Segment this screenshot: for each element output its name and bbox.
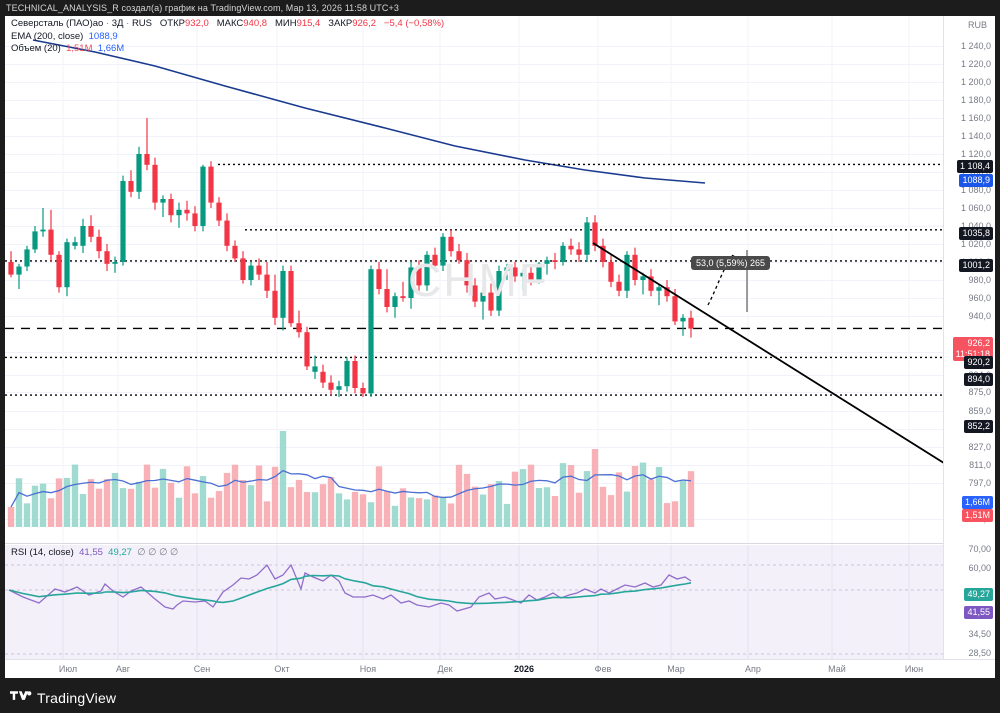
legend-open-value: 932,0 — [185, 18, 209, 29]
rsi-tick-label: 34,50 — [968, 629, 991, 639]
legend-volume-value2: 1,66M — [97, 43, 125, 54]
price-tick-label: 1 240,0 — [960, 41, 991, 51]
price-pane[interactable]: CHMF — [5, 16, 943, 543]
rsi-legend-label[interactable]: RSI (14, close) — [11, 547, 74, 558]
legend-close-value: 926,2 — [352, 18, 376, 29]
rsi-badge[interactable]: 41,55 — [964, 606, 993, 619]
legend-close-label: ЗАКР — [328, 18, 353, 29]
price-badge[interactable]: 852,2 — [964, 420, 993, 433]
price-tick-label: 1 180,0 — [960, 95, 991, 105]
rsi-tick-label: 60,00 — [968, 563, 991, 573]
tradingview-mark-icon — [10, 691, 32, 705]
time-tick-label: Фев — [594, 664, 612, 674]
price-badge[interactable]: 920,2 — [964, 356, 993, 369]
measure-tooltip[interactable]: 53,0 (5,59%) 265 — [691, 256, 771, 270]
price-tick-label: 811,0 — [969, 460, 991, 470]
price-tick-label: 1 140,0 — [960, 131, 991, 141]
time-tick-label: Сен — [193, 664, 211, 674]
chart-frame: CHMF Северсталь (ПАО)ао · 3Д · RUS ОТКР9… — [5, 16, 995, 678]
legend-ema-value: 1088,9 — [88, 30, 118, 42]
rsi-badge[interactable]: 49,27 — [964, 588, 993, 601]
legend-exchange: RUS — [131, 18, 152, 29]
rsi-tick-label: 70,00 — [968, 544, 991, 554]
price-badge[interactable]: 1001,2 — [959, 259, 993, 272]
price-badge[interactable]: 1,66M — [961, 496, 993, 509]
rsi-tick-label: 28,50 — [968, 648, 991, 658]
rsi-plot — [5, 545, 943, 659]
price-tick-label: 859,0 — [968, 406, 991, 416]
price-tick-label: 875,0 — [968, 387, 991, 397]
price-tick-label: 1 080,0 — [960, 185, 991, 195]
time-tick-label: Ноя — [359, 664, 377, 674]
price-tick-label: 1 160,0 — [960, 113, 991, 123]
legend-ema-label[interactable]: EMA (200, close) — [11, 30, 84, 42]
price-tick-label: 827,0 — [968, 442, 991, 452]
price-tick-label: 1 120,0 — [960, 149, 991, 159]
price-plot — [5, 16, 943, 543]
price-badge[interactable]: 1,51M — [961, 509, 993, 522]
time-tick-label: Май — [828, 664, 846, 674]
time-tick-label: Июл — [58, 664, 78, 674]
price-badge[interactable]: 1088,9 — [959, 174, 993, 187]
symbol-watermark: CHMF — [408, 254, 549, 306]
time-tick-label: 2026 — [513, 664, 535, 674]
chart-legend: Северсталь (ПАО)ао · 3Д · RUS ОТКР932,0 … — [11, 18, 444, 56]
legend-sep-1: · — [105, 18, 110, 29]
legend-high-label: МАКС — [216, 18, 244, 29]
price-badge[interactable]: 894,0 — [964, 373, 993, 386]
time-axis[interactable]: Июл Авг Сен Окт Ноя Дек 2026 Фев Мар Апр Май Июн — [5, 659, 995, 678]
tradingview-wordmark: TradingView — [37, 690, 117, 706]
attribution-bar: TECHNICAL_ANALYSIS_R создал(а) график на… — [0, 0, 1000, 16]
price-tick-label: 1 220,0 — [960, 59, 991, 69]
tradingview-logo[interactable]: TradingView — [10, 690, 116, 706]
time-tick-label: Окт — [274, 664, 290, 674]
price-tick-label: 1 040,0 — [960, 221, 991, 231]
price-axis[interactable]: RUB 1 240,0 1 220,0 1 200,0 1 180,0 1 160,0 1… — [943, 16, 995, 659]
pane-separator[interactable] — [5, 543, 943, 544]
legend-sep-2: · — [126, 18, 130, 29]
rsi-legend-ma-value: 49,27 — [108, 547, 132, 558]
price-tick-label: 1 020,0 — [960, 239, 991, 249]
time-tick-label: Апр — [745, 664, 761, 674]
legend-change: −5,4 (−0,58%) — [383, 18, 445, 29]
time-tick-label: Июн — [904, 664, 924, 674]
legend-row-ema: EMA (200, close) 1088,9 — [11, 31, 444, 44]
legend-row-volume: Объем (20) 1,51M 1,66M — [11, 43, 444, 56]
price-tick-label: 980,0 — [968, 275, 991, 285]
legend-low-label: МИН — [274, 18, 297, 29]
legend-low-value: 915,4 — [296, 18, 321, 29]
rsi-legend-value: 41,55 — [79, 547, 103, 558]
price-badge-time: 11:51:18 — [955, 349, 990, 359]
legend-open-label: ОТКР — [159, 18, 185, 29]
legend-volume-label[interactable]: Объем (20) — [11, 43, 61, 54]
price-badge[interactable]: 1035,8 — [959, 227, 993, 240]
legend-symbol[interactable]: Северсталь (ПАО)ао — [11, 18, 104, 29]
legend-volume-value1: 1,51M — [66, 43, 93, 54]
time-tick-label: Дек — [437, 664, 453, 674]
price-tick-label: 960,0 — [968, 293, 991, 303]
price-badge[interactable]: 1 108,4 — [956, 160, 993, 173]
price-tick-label: 1 060,0 — [960, 203, 991, 213]
rsi-legend-row: RSI (14, close) 41,55 49,27 ∅ ∅ ∅ ∅ — [11, 547, 178, 560]
time-tick-label: Мар — [667, 664, 685, 674]
rsi-legend: RSI (14, close) 41,55 49,27 ∅ ∅ ∅ ∅ — [11, 547, 178, 560]
axis-currency-label: RUB — [967, 20, 987, 30]
footer-bar — [0, 678, 1000, 713]
legend-row-symbol: Северсталь (ПАО)ао · 3Д · RUS ОТКР932,0 … — [11, 18, 444, 31]
rsi-pane[interactable] — [5, 545, 943, 659]
rsi-legend-empty: ∅ ∅ ∅ ∅ — [137, 547, 179, 558]
legend-high-value: 940,8 — [243, 18, 268, 29]
legend-interval[interactable]: 3Д — [111, 18, 124, 29]
price-tick-label: 940,0 — [968, 311, 991, 321]
price-tick-label: 797,0 — [968, 478, 991, 488]
time-tick-label: Авг — [115, 664, 131, 674]
price-tick-label: 1 200,0 — [960, 77, 991, 87]
